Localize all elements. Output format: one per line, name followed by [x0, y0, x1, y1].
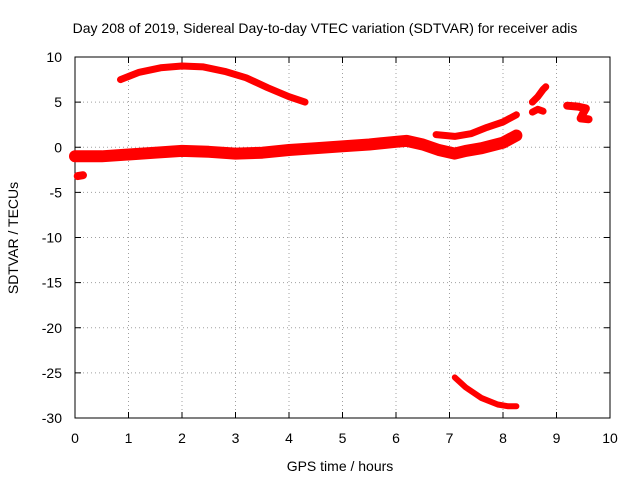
y-tick-label: -10: [42, 230, 62, 246]
axis-ticks: [74, 56, 611, 419]
y-tick-label: 0: [54, 139, 62, 155]
x-tick-label: 10: [602, 430, 618, 446]
series-cluster-c: [563, 101, 593, 124]
chart-title: Day 208 of 2019, Sidereal Day-to-day VTE…: [73, 20, 578, 36]
x-tick-label: 9: [553, 430, 561, 446]
y-tick-label: -15: [42, 275, 62, 291]
y-tick-labels: 10 5 0 -5 -10 -15 -20 -25 -30: [42, 49, 62, 426]
grid: [75, 57, 610, 418]
y-tick-label: 5: [54, 94, 62, 110]
series-arc: [117, 62, 309, 106]
x-tick-label: 7: [446, 430, 454, 446]
series-lower-track: [451, 374, 520, 410]
data-series: [69, 62, 593, 410]
x-tick-labels: 0 1 2 3 4 5 6 7 8 9 10: [71, 430, 618, 446]
x-tick-label: 5: [339, 430, 347, 446]
y-tick-label: -25: [42, 365, 62, 381]
x-tick-label: 6: [392, 430, 400, 446]
x-axis-title: GPS time / hours: [287, 458, 394, 474]
x-tick-label: 4: [285, 430, 293, 446]
series-cluster-a: [528, 105, 547, 116]
y-axis-title: SDTVAR / TECUs: [5, 182, 21, 294]
series-start-point: [73, 171, 87, 181]
x-tick-label: 3: [232, 430, 240, 446]
y-tick-label: -20: [42, 320, 62, 336]
y-tick-label: -5: [50, 184, 63, 200]
x-tick-label: 2: [178, 430, 186, 446]
x-tick-label: 0: [71, 430, 79, 446]
x-tick-label: 1: [125, 430, 133, 446]
y-tick-label: -30: [42, 410, 62, 426]
x-tick-label: 8: [499, 430, 507, 446]
y-tick-label: 10: [46, 49, 62, 65]
series-main-track: [69, 129, 523, 163]
series-cluster-b: [528, 83, 550, 106]
series-rising-upper: [432, 111, 520, 140]
